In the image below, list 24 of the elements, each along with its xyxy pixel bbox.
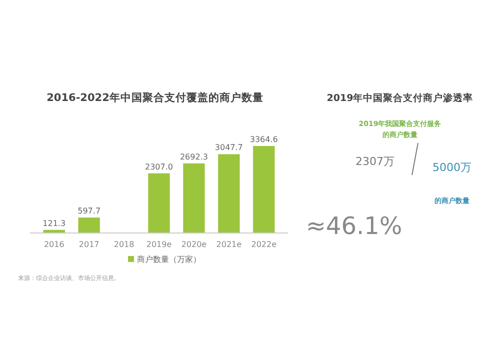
bar xyxy=(78,218,100,233)
text: ≈46.1% xyxy=(306,212,402,240)
legend-label: 商户数量（万家） xyxy=(137,255,201,264)
chart-title: 2016-2022年中国聚合支付覆盖的商户数量 xyxy=(46,91,264,104)
data-label: 2307.0 xyxy=(145,162,173,172)
x-tick-label: 2017 xyxy=(78,240,100,249)
data-label: 121.3 xyxy=(42,218,66,228)
x-tick-label: 2016 xyxy=(44,240,64,249)
data-label: 2692.3 xyxy=(180,152,208,162)
bar xyxy=(148,173,170,233)
data-label: 3364.6 xyxy=(250,135,278,144)
x-tick-label: 2019e xyxy=(146,240,172,249)
bar xyxy=(218,154,240,233)
bar xyxy=(183,163,205,233)
x-tick-label: 2021e xyxy=(216,240,242,249)
data-label: 3047.7 xyxy=(214,143,243,152)
text: 2019年中国聚合支付商户渗透率 xyxy=(326,92,474,104)
x-tick-label: 2020e xyxy=(181,240,207,249)
x-tick-label: 2022e xyxy=(251,240,277,249)
data-label: 597.7 xyxy=(78,206,101,216)
text: 5000万 xyxy=(432,161,472,174)
text: 2307万 xyxy=(356,155,394,168)
x-tick-label: 2018 xyxy=(114,240,134,249)
bar xyxy=(253,146,275,233)
